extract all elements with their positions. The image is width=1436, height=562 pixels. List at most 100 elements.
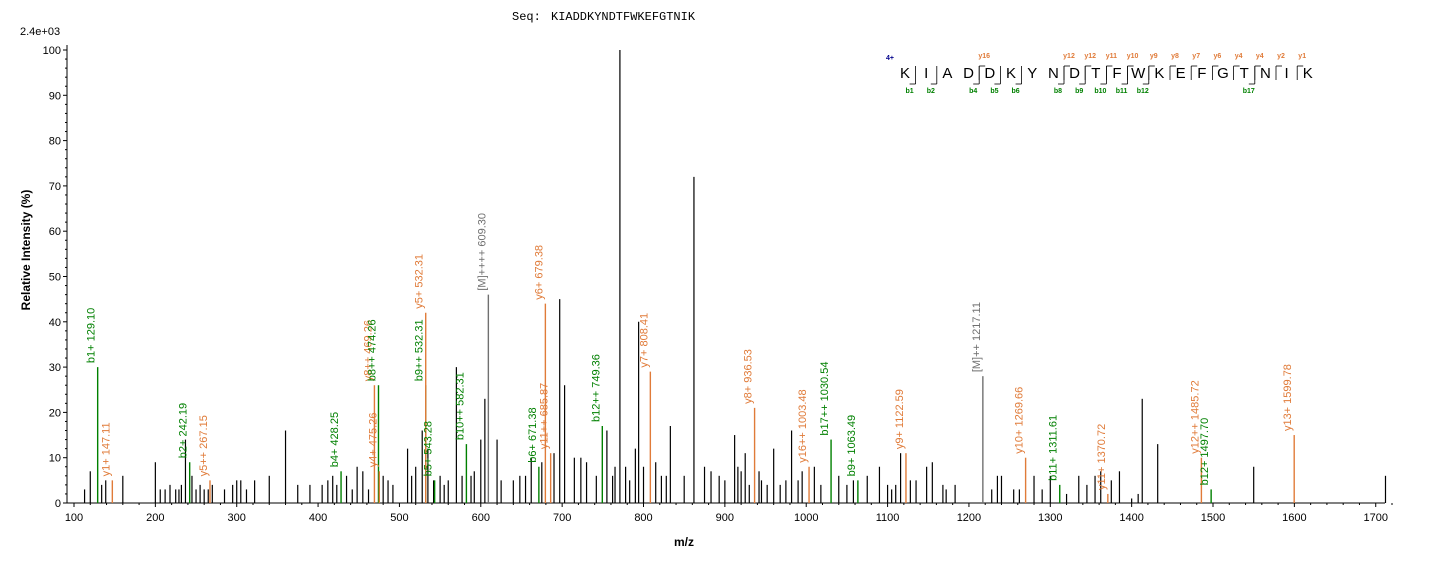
x-tick-label: 1200 bbox=[957, 512, 981, 524]
labeled-peaks: b1+ 129.10 y1+ 147.11 b2+ 242.19 y5++ 267.1… bbox=[86, 213, 1295, 503]
sequence-residue: K bbox=[1154, 65, 1164, 82]
peak-label: b9+ 1063.49 bbox=[846, 415, 858, 476]
sequence-residue: E bbox=[1176, 65, 1186, 82]
peak-label: b4+ 428.25 bbox=[329, 412, 341, 467]
y-ion-label: y12 bbox=[1063, 53, 1075, 60]
peak-label: y8++ 469.26 bbox=[362, 320, 374, 381]
peak-label: y11+ 1370.72 bbox=[1096, 424, 1108, 490]
y-ion-label: y11 bbox=[1106, 53, 1117, 60]
peak-label: y6+ 679.38 bbox=[533, 245, 545, 300]
sequence-residue: I bbox=[924, 65, 928, 82]
b-ion-label: b9 bbox=[1075, 88, 1083, 95]
y-ion-label: y12 bbox=[1084, 53, 1096, 60]
y-ion-label: y8 bbox=[1171, 53, 1179, 60]
b-ion-label: b5 bbox=[990, 88, 998, 95]
sequence-residue: Y bbox=[1027, 65, 1037, 82]
sequence-residue: K bbox=[1303, 65, 1313, 82]
y-tick-label: 60 bbox=[49, 226, 61, 238]
y-tick-label: 70 bbox=[49, 181, 61, 193]
b-ion-label: b6 bbox=[1012, 88, 1020, 95]
x-tick-label: 1500 bbox=[1201, 512, 1225, 524]
peak-label: y9+ 1122.59 bbox=[894, 389, 906, 449]
y-ion-label: y16 bbox=[978, 53, 990, 60]
sequence-residue: A bbox=[942, 65, 952, 82]
peak-label: b6+ 671.38 bbox=[527, 407, 539, 462]
peak-label: b9++ 532.31 bbox=[414, 319, 426, 381]
y-tick-label: 30 bbox=[49, 362, 61, 374]
b-ion-label: b2 bbox=[927, 88, 935, 95]
b-ion-label: b17 bbox=[1243, 88, 1255, 95]
sequence-residue: K bbox=[1006, 65, 1016, 82]
b-ion-label: b8 bbox=[1054, 88, 1062, 95]
peak-label: [M]++ 1217.11 bbox=[971, 302, 983, 372]
x-tick-label: 700 bbox=[553, 512, 571, 524]
x-tick-label: 900 bbox=[716, 512, 734, 524]
x-tick-label: 1400 bbox=[1119, 512, 1143, 524]
y-tick-label: 50 bbox=[49, 272, 61, 284]
x-tick-label: 400 bbox=[309, 512, 327, 524]
y-ion-label: y6 bbox=[1214, 53, 1222, 60]
y-ion-label: y9 bbox=[1150, 53, 1158, 60]
peak-label: b8++ 474.26 bbox=[366, 319, 378, 381]
y-tick-label: 20 bbox=[49, 407, 61, 419]
peak-label: y12++ 1485.72 bbox=[1189, 380, 1201, 453]
peak-label: y10+ 1269.66 bbox=[1014, 387, 1026, 454]
seq-value: KIADDKYNDTFWKEFGTNIK bbox=[551, 10, 696, 24]
peak-label: [M]++++ 609.30 bbox=[476, 213, 488, 291]
x-tick-label: 1100 bbox=[876, 512, 900, 524]
axes: 100 200 300 400 500 600 700 800 900 1000 1100 1200 1… bbox=[43, 45, 1393, 524]
b-ion-label: b1 bbox=[906, 88, 914, 95]
y-ion-label: y4 bbox=[1235, 53, 1243, 60]
sequence-panel: 4+K I A D D K Y N D T F W K E F G T N I Kb1 b2 b4 b5 b6 b8 b9 b10 b… bbox=[886, 53, 1313, 95]
y-ion-label: y2 bbox=[1277, 53, 1285, 60]
y-ion-label: y7 bbox=[1192, 53, 1200, 60]
sequence-residue: W bbox=[1131, 65, 1146, 82]
peak-label: y5+ 532.31 bbox=[414, 254, 426, 309]
y-tick-label: 40 bbox=[49, 317, 61, 329]
b-ion-label: b11 bbox=[1116, 88, 1128, 95]
x-tick-label: 1700 bbox=[1363, 512, 1387, 524]
y-tick-label: 10 bbox=[49, 453, 61, 465]
sequence-residue: D bbox=[963, 65, 974, 82]
b-ion-label: b4 bbox=[969, 88, 977, 95]
y-tick-label: 100 bbox=[43, 45, 61, 57]
sequence-residue: F bbox=[1112, 65, 1121, 82]
peak-label: b2+ 242.19 bbox=[178, 403, 190, 458]
sequence-residue: D bbox=[1069, 65, 1080, 82]
y-ion-label: y4 bbox=[1256, 53, 1264, 60]
y-axis-label: Relative Intensity (%) bbox=[19, 190, 33, 311]
b-ion-label: b10 bbox=[1094, 88, 1106, 95]
y-tick-label: 80 bbox=[49, 136, 61, 148]
sequence-residue: T bbox=[1240, 65, 1249, 82]
unlabeled-peaks bbox=[83, 50, 1387, 503]
sequence-residue: K bbox=[900, 65, 910, 82]
peak-label: b12++ 749.36 bbox=[590, 354, 602, 422]
sequence-residue: F bbox=[1197, 65, 1206, 82]
sequence-residue: N bbox=[1048, 65, 1059, 82]
y-ion-label: y1 bbox=[1298, 53, 1306, 60]
y-tick-label: 90 bbox=[49, 90, 61, 102]
sequence-residue: N bbox=[1260, 65, 1271, 82]
x-tick-label: 1000 bbox=[794, 512, 818, 524]
y-ion-label: y10 bbox=[1127, 53, 1139, 60]
seq-label: Seq: bbox=[512, 10, 541, 24]
peak-label: y5++ 267.15 bbox=[198, 415, 210, 476]
x-tick-label: 300 bbox=[228, 512, 246, 524]
charge-label: 4+ bbox=[886, 55, 894, 62]
y-tick-label: 0 bbox=[55, 498, 61, 510]
x-tick-label: 1600 bbox=[1282, 512, 1306, 524]
peak-label: b1+ 129.10 bbox=[86, 308, 98, 363]
sequence-residue: G bbox=[1217, 65, 1229, 82]
peak-label: y13+ 1599.78 bbox=[1282, 364, 1294, 431]
peak-label: y11++ 685.87 bbox=[539, 383, 551, 449]
x-axis-label: m/z bbox=[674, 535, 694, 549]
x-tick-label: 100 bbox=[65, 512, 83, 524]
peak-label: b10++ 582.31 bbox=[454, 372, 466, 440]
x-tick-label: 500 bbox=[390, 512, 408, 524]
peak-label: b12+ 1497.70 bbox=[1199, 418, 1211, 486]
peak-label: y16++ 1003.48 bbox=[797, 389, 809, 462]
max-intensity: 2.4e+03 bbox=[20, 26, 60, 38]
peak-label: b5+ 543.28 bbox=[423, 421, 435, 476]
peak-label: b11+ 1311.61 bbox=[1048, 415, 1060, 481]
